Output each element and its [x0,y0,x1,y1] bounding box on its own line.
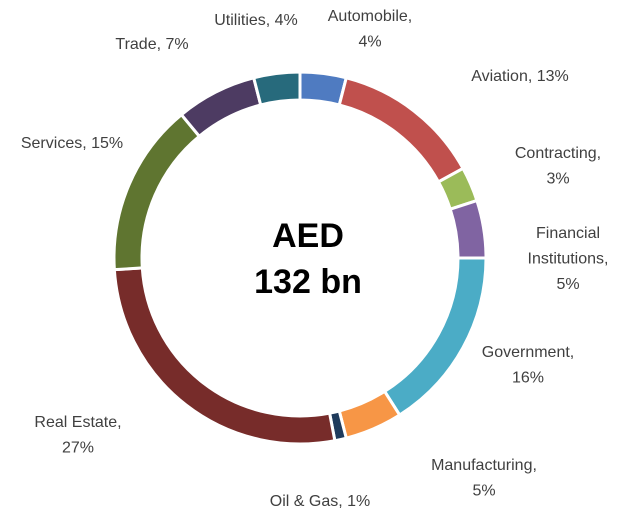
donut-slice [179,76,263,139]
data-label: 3% [546,171,569,188]
donut-slice [251,70,302,107]
data-label: Government, [482,344,574,361]
data-label: Contracting, [515,145,601,162]
data-label: 4% [358,34,381,51]
data-label: Real Estate, [34,414,121,431]
data-label: 5% [472,483,495,500]
donut-slice [448,198,488,260]
donut-slice [337,389,402,440]
donut-slice [337,76,466,184]
data-label: 16% [512,370,544,387]
data-label: Automobile, [328,8,413,25]
center-text: AED [272,217,344,255]
donut-slice [112,112,202,272]
data-label: 5% [556,276,579,293]
data-label: Aviation, 13% [471,68,569,85]
data-label: Manufacturing, [431,457,537,474]
donut-slice [382,256,488,418]
data-label: Oil & Gas, 1% [270,493,370,510]
data-label: Services, 15% [21,135,123,152]
data-label: Utilities, 4% [214,12,298,29]
data-label: 27% [62,440,94,457]
data-label: Financial [536,225,600,242]
data-label: Trade, 7% [115,36,188,53]
center-text: 132 bn [254,263,362,301]
data-label: Institutions, [528,251,609,268]
